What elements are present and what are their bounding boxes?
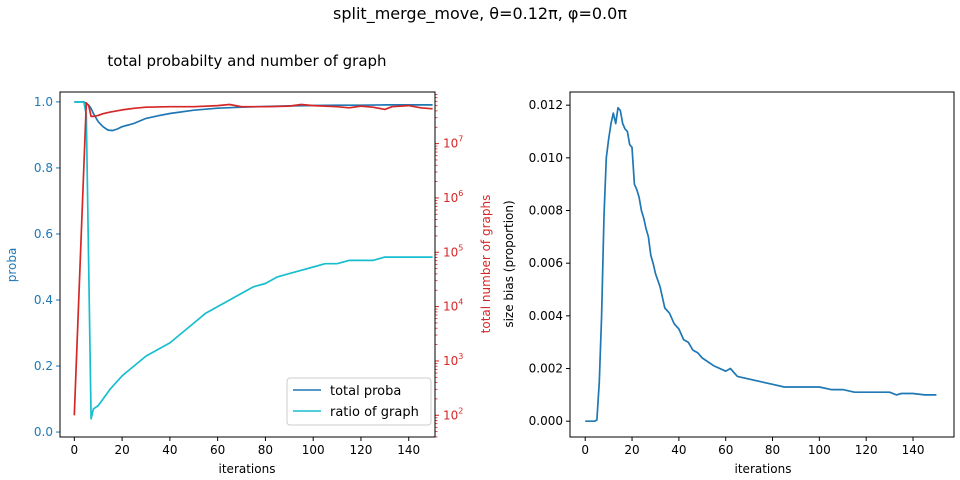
legend-label-ratio-of-graph: ratio of graph: [330, 405, 419, 420]
left-ytick-label: 1.0: [34, 95, 53, 109]
left-chart-frame: [59, 91, 436, 438]
right-ytick-label: 0.000: [529, 414, 563, 428]
right-xtick-label: 100: [808, 443, 831, 457]
right-chart-xlabel: iterations: [735, 462, 792, 476]
series-line-total-number-of-graphs: [73, 102, 433, 416]
right-axis-tick-label: 103: [443, 352, 463, 368]
left-xtick-label: 140: [397, 443, 420, 457]
left-chart-title: total probabilty and number of graph: [107, 52, 386, 70]
right-axis-tick-label: 105: [443, 243, 463, 259]
right-xtick-label: 140: [902, 443, 925, 457]
left-xtick-label: 60: [210, 443, 225, 457]
right-axis-tick-label: 102: [443, 406, 463, 422]
right-xtick-label: 60: [718, 443, 733, 457]
right-chart-ticks: 0 20 40 60 80 100 120 140 0.000 0.002 0.004 0.006 0.…: [529, 98, 925, 457]
right-xtick-label: 20: [624, 443, 639, 457]
series-line-size-bias: [585, 106, 937, 423]
left-ytick-label: 0.2: [34, 359, 53, 373]
right-ytick-label: 0.004: [529, 309, 563, 323]
figure-suptitle: split_merge_move, θ=0.12π, φ=0.0π: [333, 4, 627, 24]
left-chart-ylabel: proba: [5, 248, 19, 283]
series-line-total-proba: [74, 101, 433, 132]
right-axis-tick-label: 107: [443, 135, 463, 151]
right-xtick-label: 80: [765, 443, 780, 457]
left-xtick-label: 120: [350, 443, 373, 457]
left-chart-ylabel-right: total number of graphs: [479, 195, 493, 334]
left-chart-ticks: 0 20 40 60 80 100 120 140 0.0 0.2 0.4 0.6 0.8 1.0 102 1…: [34, 94, 463, 457]
left-chart-legend: total proba ratio of graph: [286, 377, 432, 426]
right-xtick-label: 0: [581, 443, 589, 457]
right-ytick-label: 0.008: [529, 204, 563, 218]
right-ytick-label: 0.012: [529, 98, 563, 112]
left-ytick-label: 0.8: [34, 161, 53, 175]
right-ytick-label: 0.006: [529, 256, 563, 270]
right-ytick-label: 0.002: [529, 362, 563, 376]
left-xtick-label: 100: [302, 443, 325, 457]
left-xtick-label: 80: [258, 443, 273, 457]
left-ytick-label: 0.0: [34, 425, 53, 439]
right-chart-ylabel: size bias (proportion): [502, 200, 516, 327]
legend-label-total-proba: total proba: [330, 384, 401, 399]
right-xtick-label: 120: [855, 443, 878, 457]
left-chart-series: [73, 101, 433, 420]
left-chart-xlabel: iterations: [219, 462, 276, 476]
left-ytick-label: 0.4: [34, 293, 53, 307]
right-ytick-label: 0.010: [529, 151, 563, 165]
series-line-ratio-of-graph: [74, 101, 433, 420]
left-ytick-label: 0.6: [34, 227, 53, 241]
right-chart-frame: [569, 91, 955, 438]
right-axis-tick-label: 104: [443, 298, 463, 314]
legend-box: [286, 377, 432, 426]
left-xtick-label: 20: [114, 443, 129, 457]
right-axis-tick-label: 106: [443, 189, 463, 205]
right-xtick-label: 40: [671, 443, 686, 457]
left-xtick-label: 40: [162, 443, 177, 457]
right-chart-series: [585, 106, 937, 423]
left-xtick-label: 0: [71, 443, 79, 457]
